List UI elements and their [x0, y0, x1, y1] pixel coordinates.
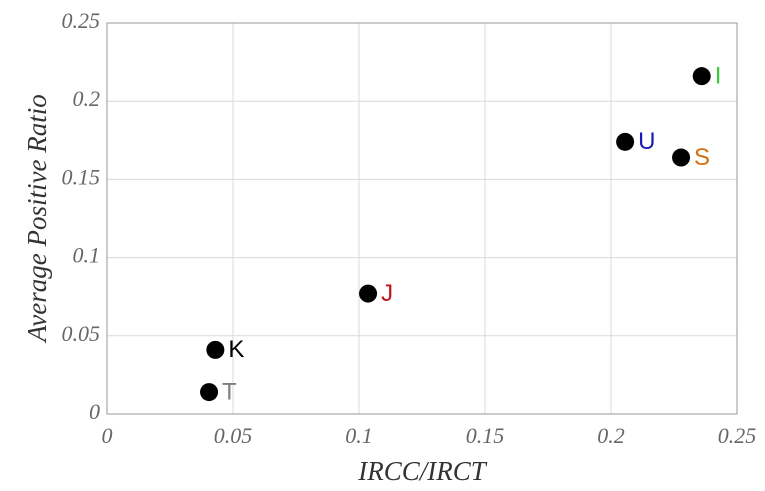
point — [692, 67, 711, 86]
point-label: S — [694, 144, 710, 171]
y-tick-label: 0.25 — [62, 8, 101, 33]
y-tick-label: 0 — [89, 399, 100, 424]
x-tick-label: 0.2 — [597, 423, 625, 448]
point-label: I — [715, 63, 722, 90]
x-tick-label: 0.15 — [466, 423, 505, 448]
x-tick-label: 0 — [102, 423, 113, 448]
point-label: T — [222, 378, 237, 405]
point-label: J — [381, 280, 393, 307]
x-tick-label: 0.25 — [718, 423, 757, 448]
x-tick-label: 0.05 — [214, 423, 253, 448]
y-tick-label: 0.15 — [62, 164, 101, 189]
point — [206, 340, 225, 359]
point — [200, 383, 219, 402]
point-label: U — [638, 128, 655, 155]
point — [672, 148, 691, 167]
point-label: K — [228, 336, 244, 363]
x-tick-label: 0.1 — [345, 423, 373, 448]
y-axis-title: Average Positive Ratio — [22, 94, 52, 343]
y-tick-label: 0.1 — [73, 243, 101, 268]
plot-frame — [106, 22, 738, 415]
y-tick-label: 0.05 — [62, 321, 101, 346]
y-tick-label: 0.2 — [73, 86, 101, 111]
point — [616, 132, 635, 151]
x-axis-title: IRCC/IRCT — [357, 456, 487, 486]
point — [359, 284, 378, 303]
